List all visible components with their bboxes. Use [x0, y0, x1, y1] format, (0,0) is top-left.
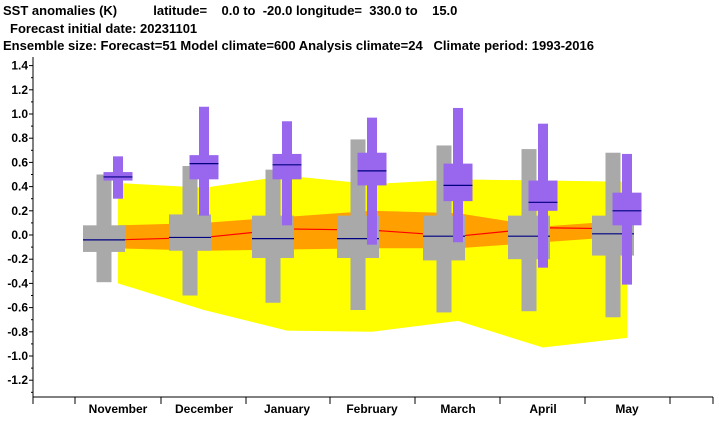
x-tick-label-november: November [89, 402, 148, 416]
y-tick-label: 0.2 [11, 204, 28, 218]
forecast-box [357, 152, 387, 186]
y-tick-label: -0.2 [7, 252, 28, 266]
x-tick-label-april: April [529, 402, 556, 416]
y-tick-label: 0.8 [11, 131, 28, 145]
chart-header-ensemble-info: Ensemble size: Forecast=51 Model climate… [3, 38, 594, 53]
y-tick-label: -0.4 [7, 276, 28, 290]
forecast-box [528, 180, 558, 211]
forecast-box [189, 155, 219, 180]
x-tick-label-march: March [440, 402, 475, 416]
y-tick-label: 0.6 [11, 155, 28, 169]
climate-outer-band [118, 175, 627, 348]
forecast-box [103, 172, 133, 181]
x-tick-label-december: December [175, 402, 233, 416]
y-tick-label: 1.4 [11, 59, 28, 73]
y-tick-label: 1.0 [11, 107, 28, 121]
x-tick-label-february: February [346, 402, 398, 416]
y-tick-label: 1.2 [11, 83, 28, 97]
model-climate-box [169, 214, 211, 251]
y-tick-label: -1.2 [7, 373, 28, 387]
y-tick-label: 0.4 [11, 180, 28, 194]
forecast-box [443, 163, 473, 202]
chart-header-initial-date: Forecast initial date: 20231101 [10, 21, 198, 36]
x-tick-label-january: January [264, 402, 310, 416]
y-tick-label: 0.0 [11, 228, 28, 242]
model-climate-box [83, 225, 125, 252]
forecast-box [272, 153, 302, 180]
chart-header-variable-region: SST anomalies (K) latitude= 0.0 to -20.0… [3, 3, 458, 18]
x-tick-label-may: May [615, 402, 639, 416]
forecast-box [612, 192, 642, 226]
y-tick-label: -0.8 [7, 325, 28, 339]
y-tick-label: -0.6 [7, 301, 28, 315]
y-tick-label: -1.0 [7, 349, 28, 363]
